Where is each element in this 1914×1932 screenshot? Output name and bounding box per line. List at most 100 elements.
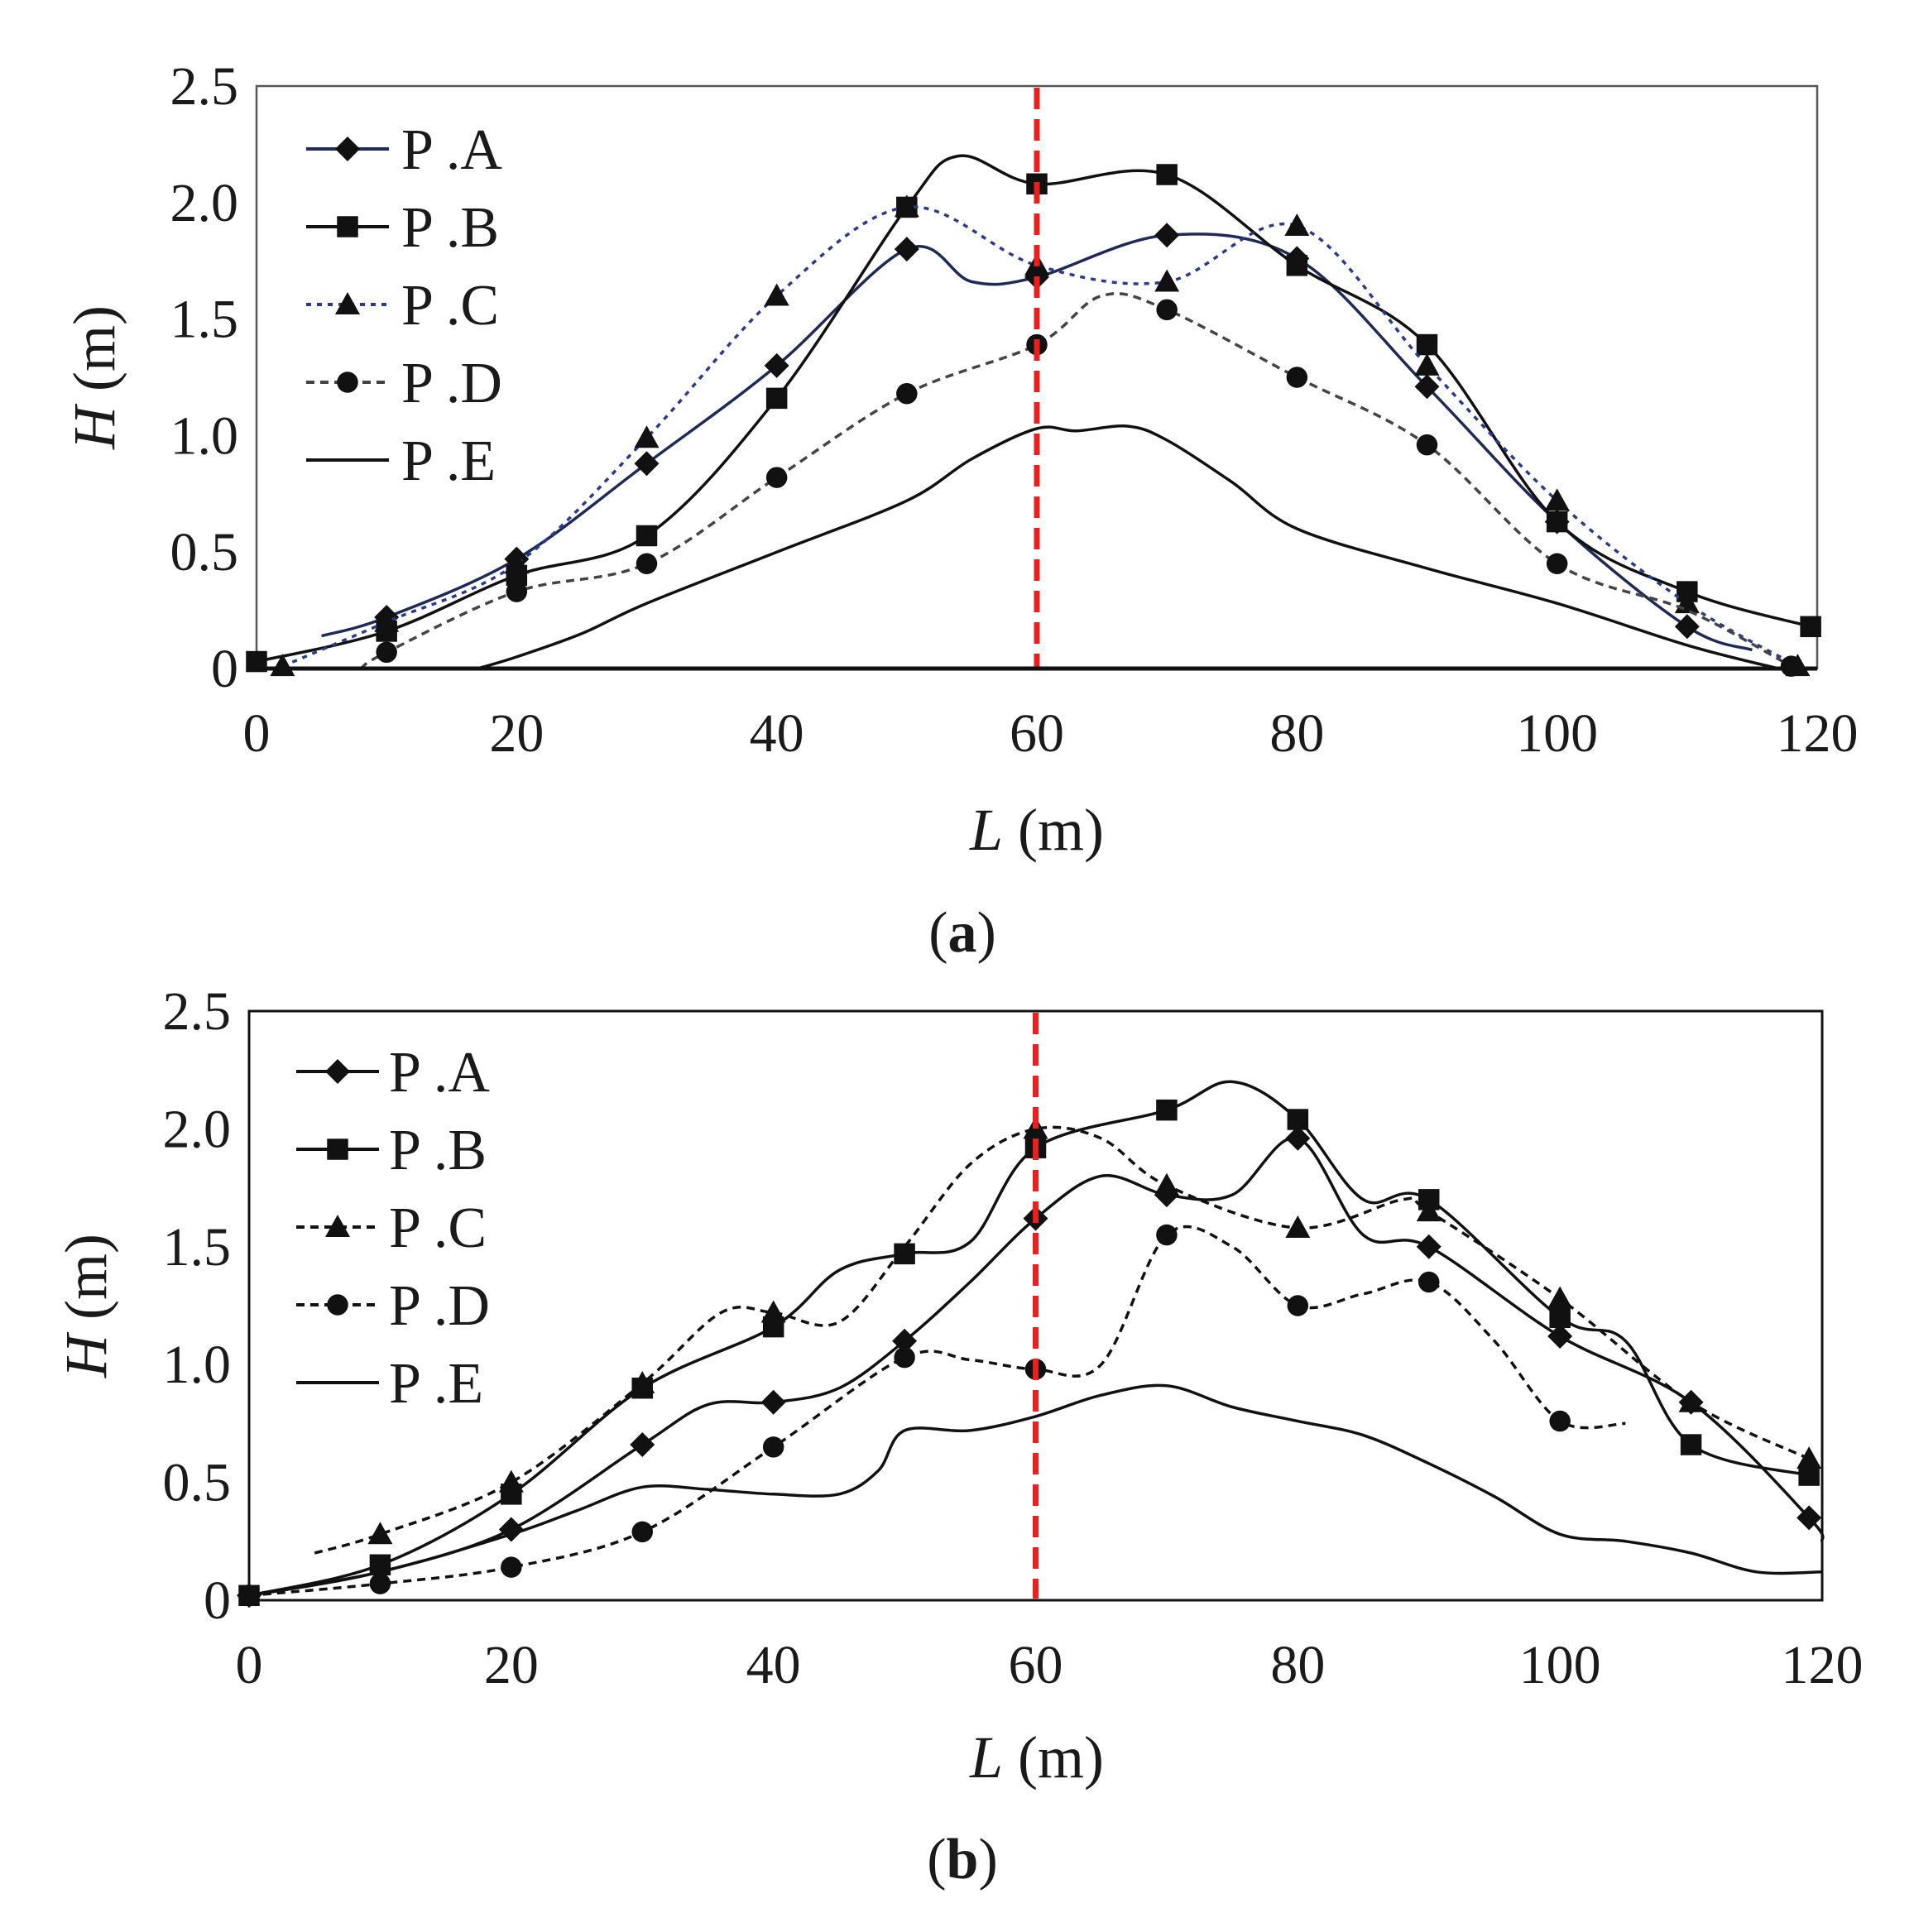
- data-point: [1156, 299, 1178, 321]
- series-line: [359, 292, 1792, 670]
- data-point: [630, 1370, 655, 1393]
- x-tick-label: 80: [1270, 1635, 1325, 1695]
- legend-label: P .B: [401, 196, 499, 260]
- data-point: [1286, 255, 1308, 276]
- y-tick-label: 1.0: [163, 1335, 232, 1395]
- y-tick-labels: 0 0.5 1.0 1.5 2.0 2.5: [163, 981, 232, 1631]
- data-point: [762, 1436, 784, 1458]
- data-point: [631, 1521, 653, 1543]
- data-point: [1285, 1125, 1311, 1151]
- series-line: [256, 154, 1811, 664]
- data-point: [1546, 511, 1568, 533]
- x-tick-label: 80: [1269, 703, 1324, 764]
- data-point: [634, 451, 660, 477]
- legend-label: P .A: [389, 1041, 490, 1105]
- data-point: [1549, 1410, 1571, 1432]
- x-tick-label: 0: [236, 1635, 263, 1695]
- x-tick-label: 100: [1516, 703, 1598, 764]
- data-point: [1416, 1199, 1441, 1222]
- legend-label: P .B: [389, 1119, 487, 1182]
- y-tick-label: 1.5: [170, 290, 239, 350]
- data-point: [760, 1389, 786, 1415]
- data-point: [1547, 1286, 1573, 1309]
- x-tick-label: 0: [243, 703, 271, 764]
- legend-label: P .E: [389, 1352, 483, 1416]
- data-point: [369, 1573, 391, 1594]
- data-point: [1285, 1215, 1311, 1239]
- data-point: [1549, 1306, 1571, 1328]
- data-point: [894, 1346, 915, 1369]
- legend-label: P .C: [389, 1196, 487, 1260]
- legend-marker: [327, 1139, 348, 1160]
- data-point: [498, 1469, 524, 1493]
- legend-marker: [335, 137, 360, 161]
- data-point: [765, 467, 788, 488]
- data-point: [1414, 352, 1440, 376]
- data-point: [1796, 1505, 1822, 1531]
- data-point: [630, 1432, 655, 1458]
- data-point: [760, 1300, 786, 1323]
- x-tick-label: 20: [489, 703, 544, 764]
- x-tick-label: 100: [1519, 1635, 1601, 1695]
- legend-marker: [325, 1215, 350, 1237]
- legend-label: P .A: [401, 118, 502, 182]
- data-point: [1156, 164, 1178, 185]
- legend-marker: [337, 216, 358, 237]
- x-tick-label: 120: [1777, 703, 1859, 764]
- data-point: [764, 352, 789, 378]
- y-axis-title: H (m): [61, 305, 127, 450]
- panel-label-a: (a): [928, 901, 996, 965]
- data-point: [1287, 1295, 1309, 1316]
- data-point: [1154, 269, 1180, 292]
- x-tick-labels: 0 20 40 60 80 100 120: [236, 1635, 1864, 1695]
- data-point: [894, 194, 919, 218]
- series-line: [314, 1125, 1810, 1555]
- data-point: [1544, 488, 1570, 511]
- legend-marker: [325, 1059, 350, 1084]
- legend: P .A P .B P .C P .D P .E: [306, 118, 502, 493]
- data-point: [894, 237, 919, 262]
- legend-label: P .D: [401, 352, 502, 415]
- y-tick-label: 2.0: [170, 173, 239, 233]
- data-point: [1154, 1172, 1179, 1196]
- legend-label: P .D: [389, 1274, 490, 1338]
- series-layer: [237, 1080, 1825, 1608]
- series-line: [477, 424, 1779, 670]
- x-tick-labels: 0 20 40 60 80 100 120: [243, 703, 1859, 764]
- y-tick-label: 2.5: [170, 56, 239, 117]
- data-point: [1680, 1434, 1702, 1455]
- data-point: [636, 553, 658, 575]
- legend-marker: [335, 292, 360, 314]
- data-point: [1796, 1446, 1822, 1469]
- legend-marker: [327, 1294, 348, 1316]
- data-point: [1416, 333, 1438, 356]
- series-line: [248, 1080, 1810, 1598]
- data-point: [504, 551, 530, 574]
- data-point: [892, 1328, 918, 1354]
- data-point: [765, 387, 788, 410]
- x-tick-label: 40: [750, 703, 804, 764]
- y-tick-label: 1.0: [170, 405, 239, 466]
- y-tick-label: 2.0: [163, 1099, 232, 1159]
- x-tick-label: 60: [1009, 1635, 1063, 1695]
- y-tick-label: 1.5: [163, 1217, 232, 1278]
- y-tick-label: 0: [211, 639, 238, 699]
- data-point: [1547, 1324, 1573, 1350]
- data-point: [1414, 374, 1440, 400]
- data-point: [1416, 1234, 1441, 1259]
- data-point: [501, 1556, 522, 1578]
- x-tick-label: 20: [484, 1635, 539, 1695]
- data-point: [1546, 553, 1568, 575]
- y-tick-label: 0.5: [163, 1453, 232, 1513]
- plot-frame: [247, 1009, 1824, 1602]
- data-point: [1284, 213, 1310, 236]
- data-point: [634, 425, 660, 448]
- legend-label: P .C: [401, 274, 499, 338]
- data-point: [1286, 367, 1308, 388]
- data-point: [1780, 655, 1802, 677]
- data-point: [1416, 434, 1438, 456]
- data-point: [1678, 1389, 1704, 1412]
- y-tick-label: 0.5: [170, 522, 239, 582]
- data-point: [1287, 1109, 1309, 1130]
